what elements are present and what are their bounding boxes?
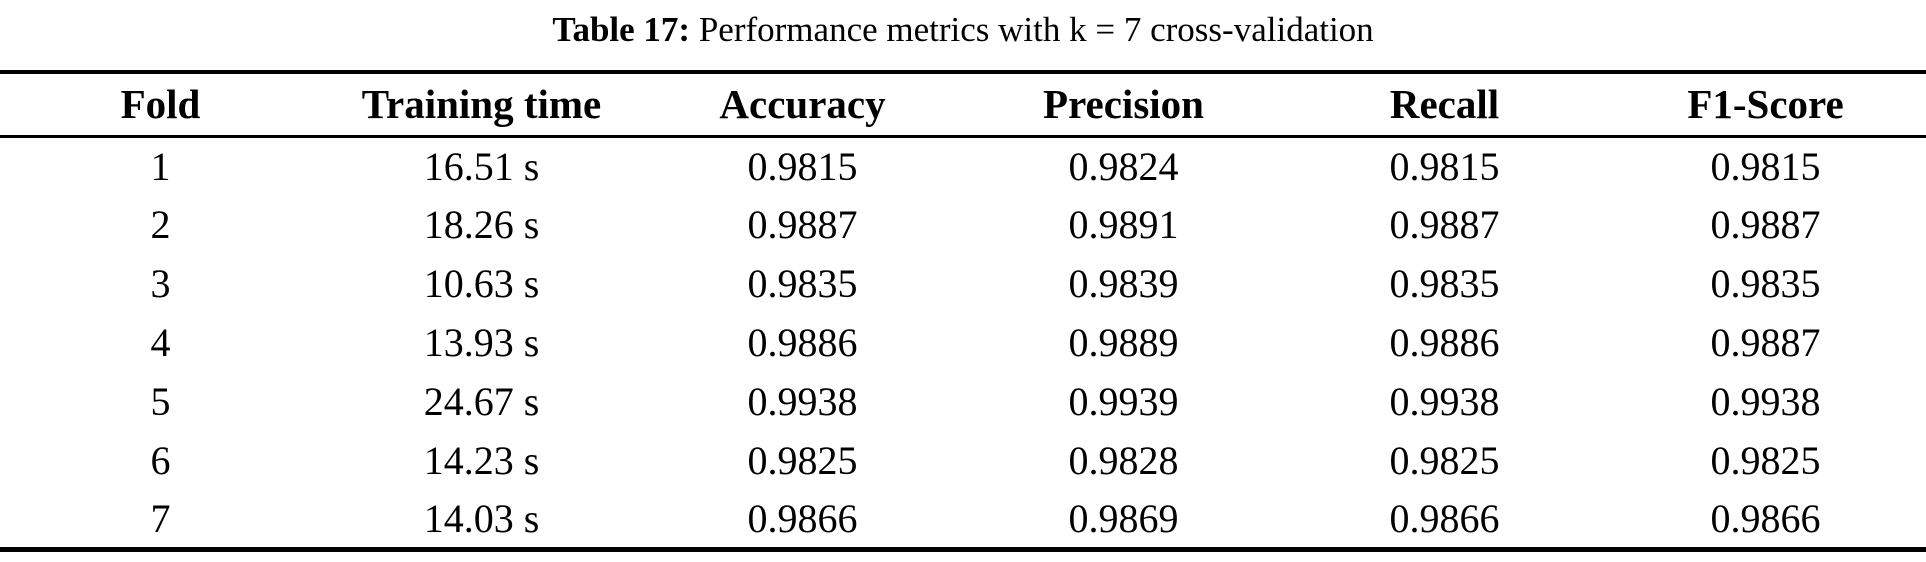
table-cell: 13.93 s: [423, 320, 540, 365]
table-cell: 18.26 s: [423, 202, 540, 247]
table-cell: 16.51 s: [423, 143, 540, 189]
table-row: 4 13.93 s 0.9886 0.9889 0.9886 0.9887: [0, 313, 1926, 372]
table-row: 5 24.67 s 0.9938 0.9939 0.9938 0.9938: [0, 372, 1926, 431]
table-cell: 14.23 s: [423, 438, 540, 483]
table-cell: 0.9839: [1068, 261, 1179, 306]
table-row: 2 18.26 s 0.9887 0.9891 0.9887 0.9887: [0, 195, 1926, 254]
table-cell: 0.9886: [1389, 320, 1500, 365]
table-cell: 0.9938: [1389, 379, 1500, 424]
table-cell: 0.9835: [1710, 261, 1821, 306]
table-cell: 2: [150, 202, 171, 247]
table-cell: 0.9887: [1389, 202, 1500, 247]
table-header-row: Fold Training time Accuracy Precision Recall…: [0, 72, 1926, 136]
table-cell: 5: [150, 379, 171, 424]
column-header: Recall: [1389, 81, 1500, 128]
table-cell: 0.9869: [1068, 495, 1179, 541]
table-cell: 0.9825: [1389, 438, 1500, 483]
table-cell: 0.9824: [1068, 143, 1179, 189]
table-cell: 4: [150, 320, 171, 365]
table-cell: 6: [150, 438, 171, 483]
table-cell: 0.9939: [1068, 379, 1179, 424]
table-cell: 0.9866: [1389, 495, 1500, 541]
table-caption: Table 17: Performance metrics with k = 7…: [0, 0, 1926, 70]
table-body: 1 16.51 s 0.9815 0.9824 0.9815 0.9815 2 18.26 s…: [0, 136, 1926, 549]
table-cell: 0.9887: [747, 202, 858, 247]
table-cell: 1: [150, 143, 171, 189]
performance-metrics-table: Fold Training time Accuracy Precision Recall…: [0, 70, 1926, 552]
table-cell: 0.9886: [747, 320, 858, 365]
table-row: 7 14.03 s 0.9866 0.9869 0.9866 0.9866: [0, 490, 1926, 549]
table-cell: 0.9815: [1389, 143, 1500, 189]
table-cell: 0.9835: [747, 261, 858, 306]
table-cell: 0.9828: [1068, 438, 1179, 483]
table-cell: 0.9835: [1389, 261, 1500, 306]
column-header: F1-Score: [1687, 81, 1844, 128]
column-header: Accuracy: [719, 81, 886, 128]
table-caption-text: Performance metrics with k = 7 cross-val…: [690, 10, 1374, 49]
table-row: 3 10.63 s 0.9835 0.9839 0.9835 0.9835: [0, 254, 1926, 313]
table-cell: 0.9938: [1710, 379, 1821, 424]
table-cell: 7: [150, 495, 171, 541]
table-cell: 0.9866: [1710, 495, 1821, 541]
table-row: 6 14.23 s 0.9825 0.9828 0.9825 0.9825: [0, 431, 1926, 490]
column-header: Fold: [120, 81, 201, 128]
table-cell: 0.9815: [1710, 143, 1821, 189]
table-cell: 24.67 s: [423, 379, 540, 424]
table-cell: 0.9825: [1710, 438, 1821, 483]
table-cell: 0.9815: [747, 143, 858, 189]
table-cell: 0.9887: [1710, 320, 1821, 365]
table-cell: 0.9938: [747, 379, 858, 424]
table-cell: 3: [150, 261, 171, 306]
table-cell: 14.03 s: [423, 495, 540, 541]
table-row: 1 16.51 s 0.9815 0.9824 0.9815 0.9815: [0, 136, 1926, 195]
table-cell: 0.9887: [1710, 202, 1821, 247]
table-cell: 0.9866: [747, 495, 858, 541]
column-header: Precision: [1043, 81, 1204, 128]
table-cell: 10.63 s: [423, 261, 540, 306]
table-header: Fold Training time Accuracy Precision Recall…: [0, 72, 1926, 136]
table-cell: 0.9889: [1068, 320, 1179, 365]
column-header: Training time: [361, 81, 602, 128]
table-caption-label: Table 17:: [552, 10, 691, 49]
table-cell: 0.9891: [1068, 202, 1179, 247]
table-cell: 0.9825: [747, 438, 858, 483]
